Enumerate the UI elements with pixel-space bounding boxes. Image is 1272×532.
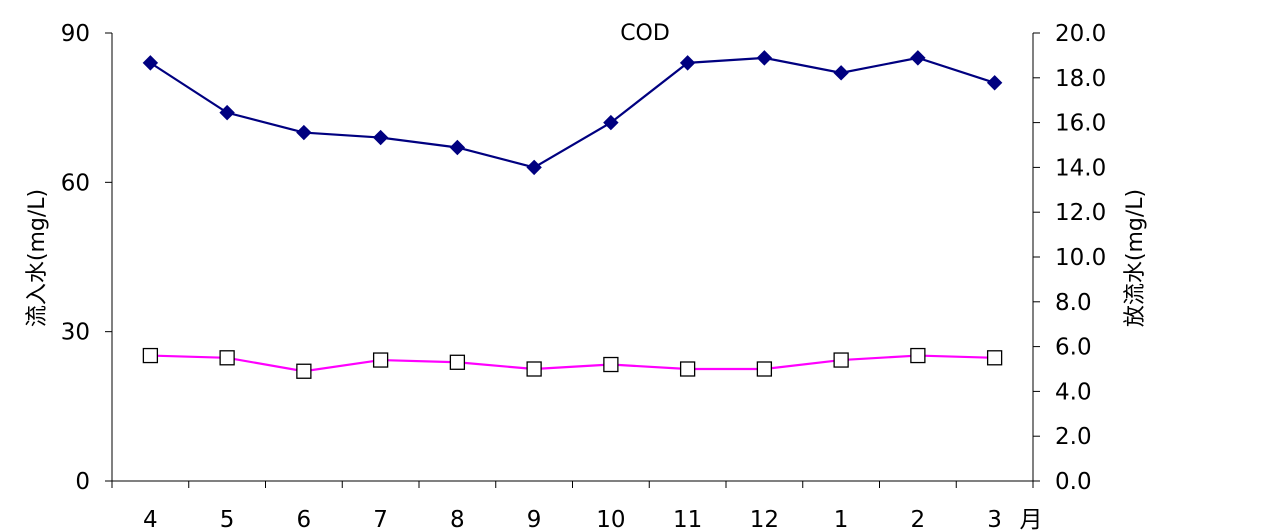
left-axis-title: 流入水(mg/L) <box>25 189 50 327</box>
series-2-point <box>986 350 1003 366</box>
x-tick-label: 12 <box>750 507 779 532</box>
series-2-point <box>679 361 696 377</box>
right-tick-label: 8.0 <box>1055 290 1092 316</box>
x-tick-label: 1 <box>834 507 849 532</box>
left-tick-label: 0 <box>75 469 90 495</box>
right-tick-label: 4.0 <box>1055 379 1092 405</box>
right-tick-label: 16.0 <box>1055 111 1106 137</box>
series-1-point <box>142 55 159 71</box>
right-tick-label: 20.0 <box>1055 21 1106 47</box>
series-1-point <box>833 65 849 81</box>
left-tick-label: 90 <box>61 21 90 47</box>
right-tick-label: 12.0 <box>1055 200 1106 226</box>
series-1-point <box>526 159 542 176</box>
x-tick-label: 7 <box>373 507 388 532</box>
x-axis-ticks: 4 5 6 7 8 9 10 11 12 1 2 3 <box>111 481 1034 532</box>
left-axis-ticks: 0 30 60 90 <box>61 21 112 495</box>
series-1-point <box>910 50 926 66</box>
series-2-point <box>296 363 312 379</box>
series-2-point <box>603 356 619 373</box>
series-1-point <box>603 114 619 131</box>
chart-title: COD <box>620 21 670 46</box>
series-layer <box>142 50 1003 379</box>
series-2 <box>142 347 1003 379</box>
x-tick-label: 4 <box>143 507 158 532</box>
series-2-point <box>142 347 159 364</box>
x-tick-label: 3 <box>987 507 1002 532</box>
right-tick-label: 14.0 <box>1055 155 1106 181</box>
x-tick-label: 5 <box>220 507 235 532</box>
right-tick-label: 2.0 <box>1055 424 1092 450</box>
series-2-point <box>833 352 849 368</box>
series-1-point <box>986 75 1003 91</box>
series-1-point <box>219 104 235 121</box>
x-tick-label: 9 <box>527 507 542 532</box>
right-axis-title: 放流水(mg/L) <box>1123 189 1148 327</box>
series-2-point <box>372 352 389 368</box>
series-2-point <box>449 354 466 370</box>
series-1-point <box>449 139 466 156</box>
left-tick-label: 30 <box>61 320 90 346</box>
x-tick-label: 8 <box>450 507 465 532</box>
right-tick-label: 18.0 <box>1055 66 1106 92</box>
x-tick-label: 10 <box>596 507 625 532</box>
series-1-point <box>679 55 696 71</box>
series-1-point <box>372 129 389 146</box>
series-1 <box>142 50 1003 176</box>
series-2-line <box>150 354 995 373</box>
right-tick-label: 0.0 <box>1055 469 1092 495</box>
series-2-point <box>526 361 542 377</box>
left-tick-label: 60 <box>61 170 90 196</box>
right-axis-ticks: 0.0 2.0 4.0 6.0 8.0 10.0 12.0 14.0 16.0 18.0 20.0 <box>1033 21 1106 495</box>
series-2-point <box>219 350 235 366</box>
series-1-point <box>756 50 773 66</box>
right-tick-label: 6.0 <box>1055 335 1092 361</box>
x-unit-label: 月 <box>1020 507 1043 532</box>
axes <box>111 33 1034 482</box>
series-1-line <box>149 56 995 169</box>
x-tick-label: 11 <box>673 507 702 532</box>
x-tick-label: 6 <box>297 507 312 532</box>
series-2-point <box>910 347 926 364</box>
series-1-point <box>296 124 312 141</box>
right-tick-label: 10.0 <box>1055 245 1106 271</box>
series-2-point <box>756 361 773 377</box>
x-tick-label: 2 <box>911 507 926 532</box>
